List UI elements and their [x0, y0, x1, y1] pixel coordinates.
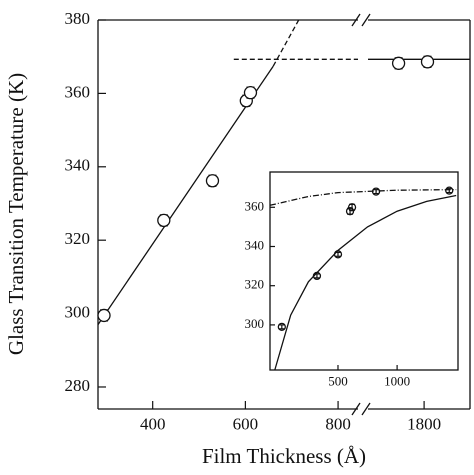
y-tick-label: 360 — [65, 82, 91, 101]
fit-line — [97, 65, 274, 325]
y-tick-label: 300 — [245, 316, 265, 331]
data-point — [347, 203, 357, 212]
data-point — [445, 186, 454, 195]
data-point — [391, 56, 406, 70]
y-tick-label: 340 — [245, 237, 265, 252]
data-point — [312, 271, 322, 281]
data-point — [157, 213, 171, 228]
y-tick-label: 380 — [65, 9, 91, 28]
frame — [97, 13, 471, 416]
data-point — [420, 55, 435, 69]
data-point — [277, 322, 286, 332]
x-tick-label: 800 — [325, 414, 351, 433]
y-tick-label: 320 — [65, 229, 91, 248]
x-tick-label: 600 — [233, 414, 259, 433]
y-axis-label: Glass Transition Temperature (K) — [4, 73, 28, 355]
data-point — [333, 250, 343, 259]
data-point — [205, 174, 220, 188]
data-point — [371, 187, 381, 196]
data-point — [243, 86, 258, 100]
fit-line — [269, 188, 457, 206]
x-tick-label: 1800 — [407, 414, 441, 433]
fit-line — [272, 19, 300, 67]
y-tick-label: 340 — [65, 156, 91, 175]
x-axis-label: Film Thickness (Å) — [202, 444, 366, 468]
fit-line — [274, 194, 457, 371]
x-tick-label: 400 — [140, 414, 166, 433]
y-tick-label: 360 — [245, 198, 265, 213]
inset-frame — [269, 171, 459, 371]
y-tick-label: 300 — [65, 302, 91, 321]
x-tick-label: 500 — [328, 373, 348, 388]
data-point — [345, 207, 355, 216]
y-tick-label: 280 — [65, 376, 91, 395]
y-tick-label: 320 — [245, 277, 265, 292]
x-tick-label: 1000 — [384, 373, 410, 388]
data-point — [97, 308, 111, 323]
